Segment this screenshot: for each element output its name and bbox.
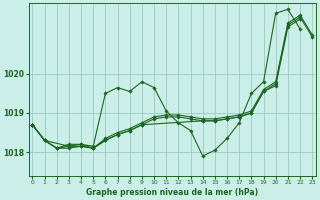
X-axis label: Graphe pression niveau de la mer (hPa): Graphe pression niveau de la mer (hPa) [86,188,258,197]
